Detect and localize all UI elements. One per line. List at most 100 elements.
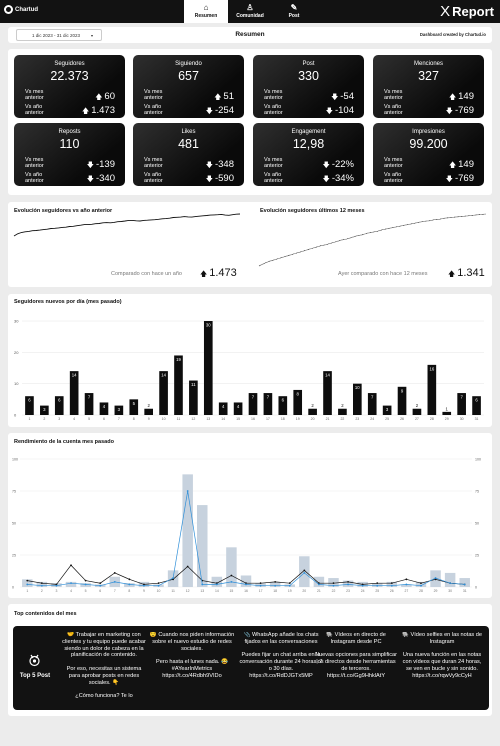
- impressions-bar[interactable]: [197, 505, 208, 587]
- performance-point[interactable]: [84, 579, 87, 582]
- performance-point[interactable]: [128, 583, 131, 586]
- tab-post[interactable]: ✎ Post: [272, 0, 316, 23]
- performance-point[interactable]: [332, 584, 335, 587]
- bar[interactable]: [472, 396, 481, 415]
- performance-point[interactable]: [215, 582, 218, 585]
- bar[interactable]: [189, 380, 198, 415]
- bar[interactable]: [457, 393, 466, 415]
- performance-point[interactable]: [143, 584, 145, 587]
- performance-point[interactable]: [420, 584, 422, 587]
- date-range-selector[interactable]: 1 dic 2023 - 31 dic 2023 ▾: [16, 29, 102, 41]
- top-post-2[interactable]: 😯 Cuando nos piden información sobre el …: [149, 632, 235, 679]
- performance-point[interactable]: [113, 580, 116, 583]
- performance-point[interactable]: [215, 583, 218, 586]
- bar[interactable]: [353, 383, 362, 415]
- performance-point[interactable]: [332, 582, 335, 585]
- performance-point[interactable]: [70, 564, 72, 567]
- performance-point[interactable]: [128, 578, 131, 581]
- top-post-5[interactable]: 🐘 Vídeo selfies en las notas de Instagra…: [401, 632, 483, 679]
- impressions-bar[interactable]: [269, 581, 281, 587]
- performance-point[interactable]: [274, 580, 277, 583]
- impressions-bar[interactable]: [459, 578, 470, 587]
- performance-point[interactable]: [245, 582, 247, 585]
- performance-point[interactable]: [230, 580, 233, 583]
- bar[interactable]: [278, 396, 288, 415]
- performance-point[interactable]: [434, 577, 437, 579]
- performance-point[interactable]: [40, 584, 43, 587]
- performance-point[interactable]: [99, 584, 102, 587]
- bar[interactable]: [293, 389, 303, 415]
- performance-point[interactable]: [157, 584, 160, 587]
- performance-point[interactable]: [288, 582, 291, 585]
- bar[interactable]: [218, 402, 228, 415]
- performance-point[interactable]: [157, 582, 160, 585]
- performance-point[interactable]: [84, 583, 87, 586]
- performance-point[interactable]: [288, 584, 291, 587]
- performance-point[interactable]: [70, 582, 72, 585]
- impressions-bar[interactable]: [401, 584, 412, 587]
- performance-point[interactable]: [186, 565, 189, 568]
- bar[interactable]: [367, 393, 377, 415]
- impressions-bar[interactable]: [226, 547, 237, 587]
- performance-point[interactable]: [55, 584, 58, 587]
- top-post-3[interactable]: 📎 WhatsApp añade los chats fijados en la…: [239, 632, 323, 679]
- bar[interactable]: [159, 371, 168, 415]
- impressions-bar[interactable]: [36, 581, 48, 587]
- performance-point[interactable]: [361, 584, 364, 587]
- bar[interactable]: [338, 408, 347, 415]
- bar[interactable]: [397, 386, 407, 415]
- performance-point[interactable]: [99, 582, 102, 585]
- performance-point[interactable]: [361, 583, 364, 586]
- bar[interactable]: [129, 399, 139, 415]
- performance-point[interactable]: [390, 584, 393, 587]
- performance-point[interactable]: [420, 582, 422, 585]
- bar[interactable]: [40, 405, 49, 415]
- performance-point[interactable]: [201, 583, 204, 586]
- bar[interactable]: [114, 405, 124, 415]
- bar[interactable]: [174, 355, 183, 415]
- performance-point[interactable]: [186, 490, 189, 492]
- performance-point[interactable]: [40, 582, 43, 585]
- performance-point[interactable]: [259, 584, 262, 587]
- bar[interactable]: [442, 411, 452, 415]
- bar[interactable]: [412, 408, 422, 415]
- impressions-bar[interactable]: [65, 581, 77, 587]
- impressions-bar[interactable]: [313, 576, 325, 587]
- brand[interactable]: Chartud: [4, 5, 38, 14]
- performance-point[interactable]: [230, 574, 233, 577]
- performance-point[interactable]: [347, 583, 349, 586]
- performance-point[interactable]: [449, 582, 452, 585]
- bar[interactable]: [54, 396, 64, 415]
- performance-point[interactable]: [318, 583, 320, 586]
- bar[interactable]: [427, 364, 437, 415]
- impressions-bar[interactable]: [240, 575, 252, 587]
- bar[interactable]: [308, 408, 317, 415]
- performance-point[interactable]: [26, 579, 29, 582]
- performance-point[interactable]: [259, 582, 262, 585]
- bar[interactable]: [144, 408, 153, 415]
- performance-point[interactable]: [143, 583, 145, 586]
- top-post-4[interactable]: 🐘 Vídeos en directo de Instagram desde P…: [314, 632, 398, 679]
- performance-point[interactable]: [376, 582, 379, 585]
- performance-point[interactable]: [347, 580, 349, 583]
- performance-point[interactable]: [245, 583, 247, 586]
- impressions-bar[interactable]: [386, 581, 398, 587]
- performance-point[interactable]: [303, 572, 306, 574]
- tab-resumen[interactable]: ⌂ Resumen: [184, 0, 228, 23]
- performance-point[interactable]: [274, 584, 277, 587]
- impressions-bar[interactable]: [299, 556, 310, 587]
- bar[interactable]: [382, 405, 392, 415]
- bar[interactable]: [248, 393, 258, 415]
- bar[interactable]: [263, 393, 273, 415]
- performance-point[interactable]: [405, 578, 408, 581]
- performance-point[interactable]: [390, 582, 393, 585]
- performance-point[interactable]: [113, 572, 116, 574]
- performance-point[interactable]: [405, 583, 408, 586]
- bar[interactable]: [69, 371, 79, 415]
- bar[interactable]: [25, 396, 34, 415]
- performance-point[interactable]: [434, 578, 437, 581]
- performance-point[interactable]: [303, 569, 306, 572]
- performance-point[interactable]: [463, 583, 466, 586]
- performance-point[interactable]: [55, 583, 58, 586]
- performance-point[interactable]: [376, 584, 379, 587]
